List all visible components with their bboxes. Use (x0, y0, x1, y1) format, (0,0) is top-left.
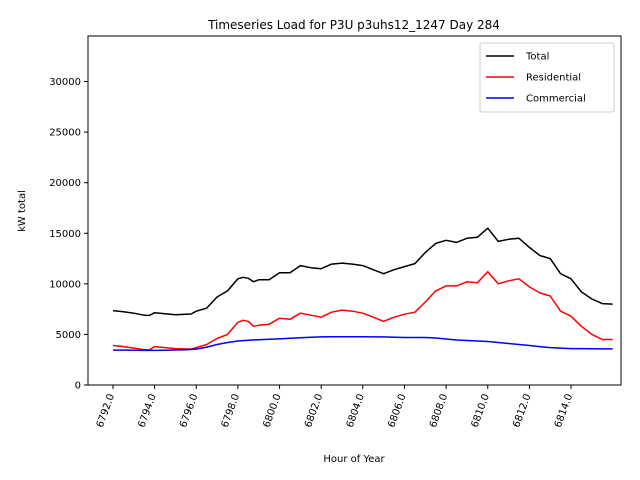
legend-label-total: Total (525, 52, 549, 63)
y-tick-label: 5000 (56, 330, 81, 341)
legend-label-commercial: Commercial (526, 94, 586, 105)
y-tick-label: 0 (75, 381, 81, 392)
y-tick-label: 25000 (49, 128, 81, 139)
x-tick-label: 6806.0 (386, 393, 408, 430)
x-tick-label: 6814.0 (553, 393, 575, 430)
legend: Total Residential Commercial (479, 42, 615, 113)
x-tick-label: 6810.0 (470, 393, 492, 430)
chart-title: Timeseries Load for P3U p3uhs12_1247 Day… (207, 18, 500, 32)
series-line-residential (112, 270, 613, 351)
series-layer (112, 227, 613, 352)
y-tick-label: 30000 (49, 77, 81, 88)
x-tick-label: 6812.0 (511, 393, 533, 430)
y-tick-label: 10000 (49, 279, 81, 290)
x-axis-label: Hour of Year (323, 454, 385, 465)
legend-label-residential: Residential (526, 73, 581, 84)
y-tick-label: 15000 (49, 229, 81, 240)
plot-area (87, 35, 622, 386)
legend-box (479, 42, 615, 113)
x-tick-label: 6798.0 (220, 393, 242, 430)
x-tick-label: 6800.0 (261, 393, 283, 430)
x-tick-label: 6808.0 (428, 393, 450, 430)
x-tick-label: 6792.0 (95, 393, 117, 430)
x-tick-label: 6796.0 (178, 393, 200, 430)
x-tick-label: 6804.0 (345, 393, 367, 430)
x-axis: 6792.0 6794.0 6796.0 6798.0 6800.0 6802.0 6804… (95, 385, 575, 429)
series-line-commercial (113, 336, 613, 352)
x-tick-label: 6802.0 (303, 393, 325, 430)
series-line-total (112, 227, 613, 317)
y-axis: 0 5000 10000 15000 20000 25000 30000 (49, 77, 88, 392)
x-tick-label: 6794.0 (137, 393, 159, 430)
y-tick-label: 20000 (49, 178, 81, 189)
y-axis-label: kW total (17, 190, 28, 232)
